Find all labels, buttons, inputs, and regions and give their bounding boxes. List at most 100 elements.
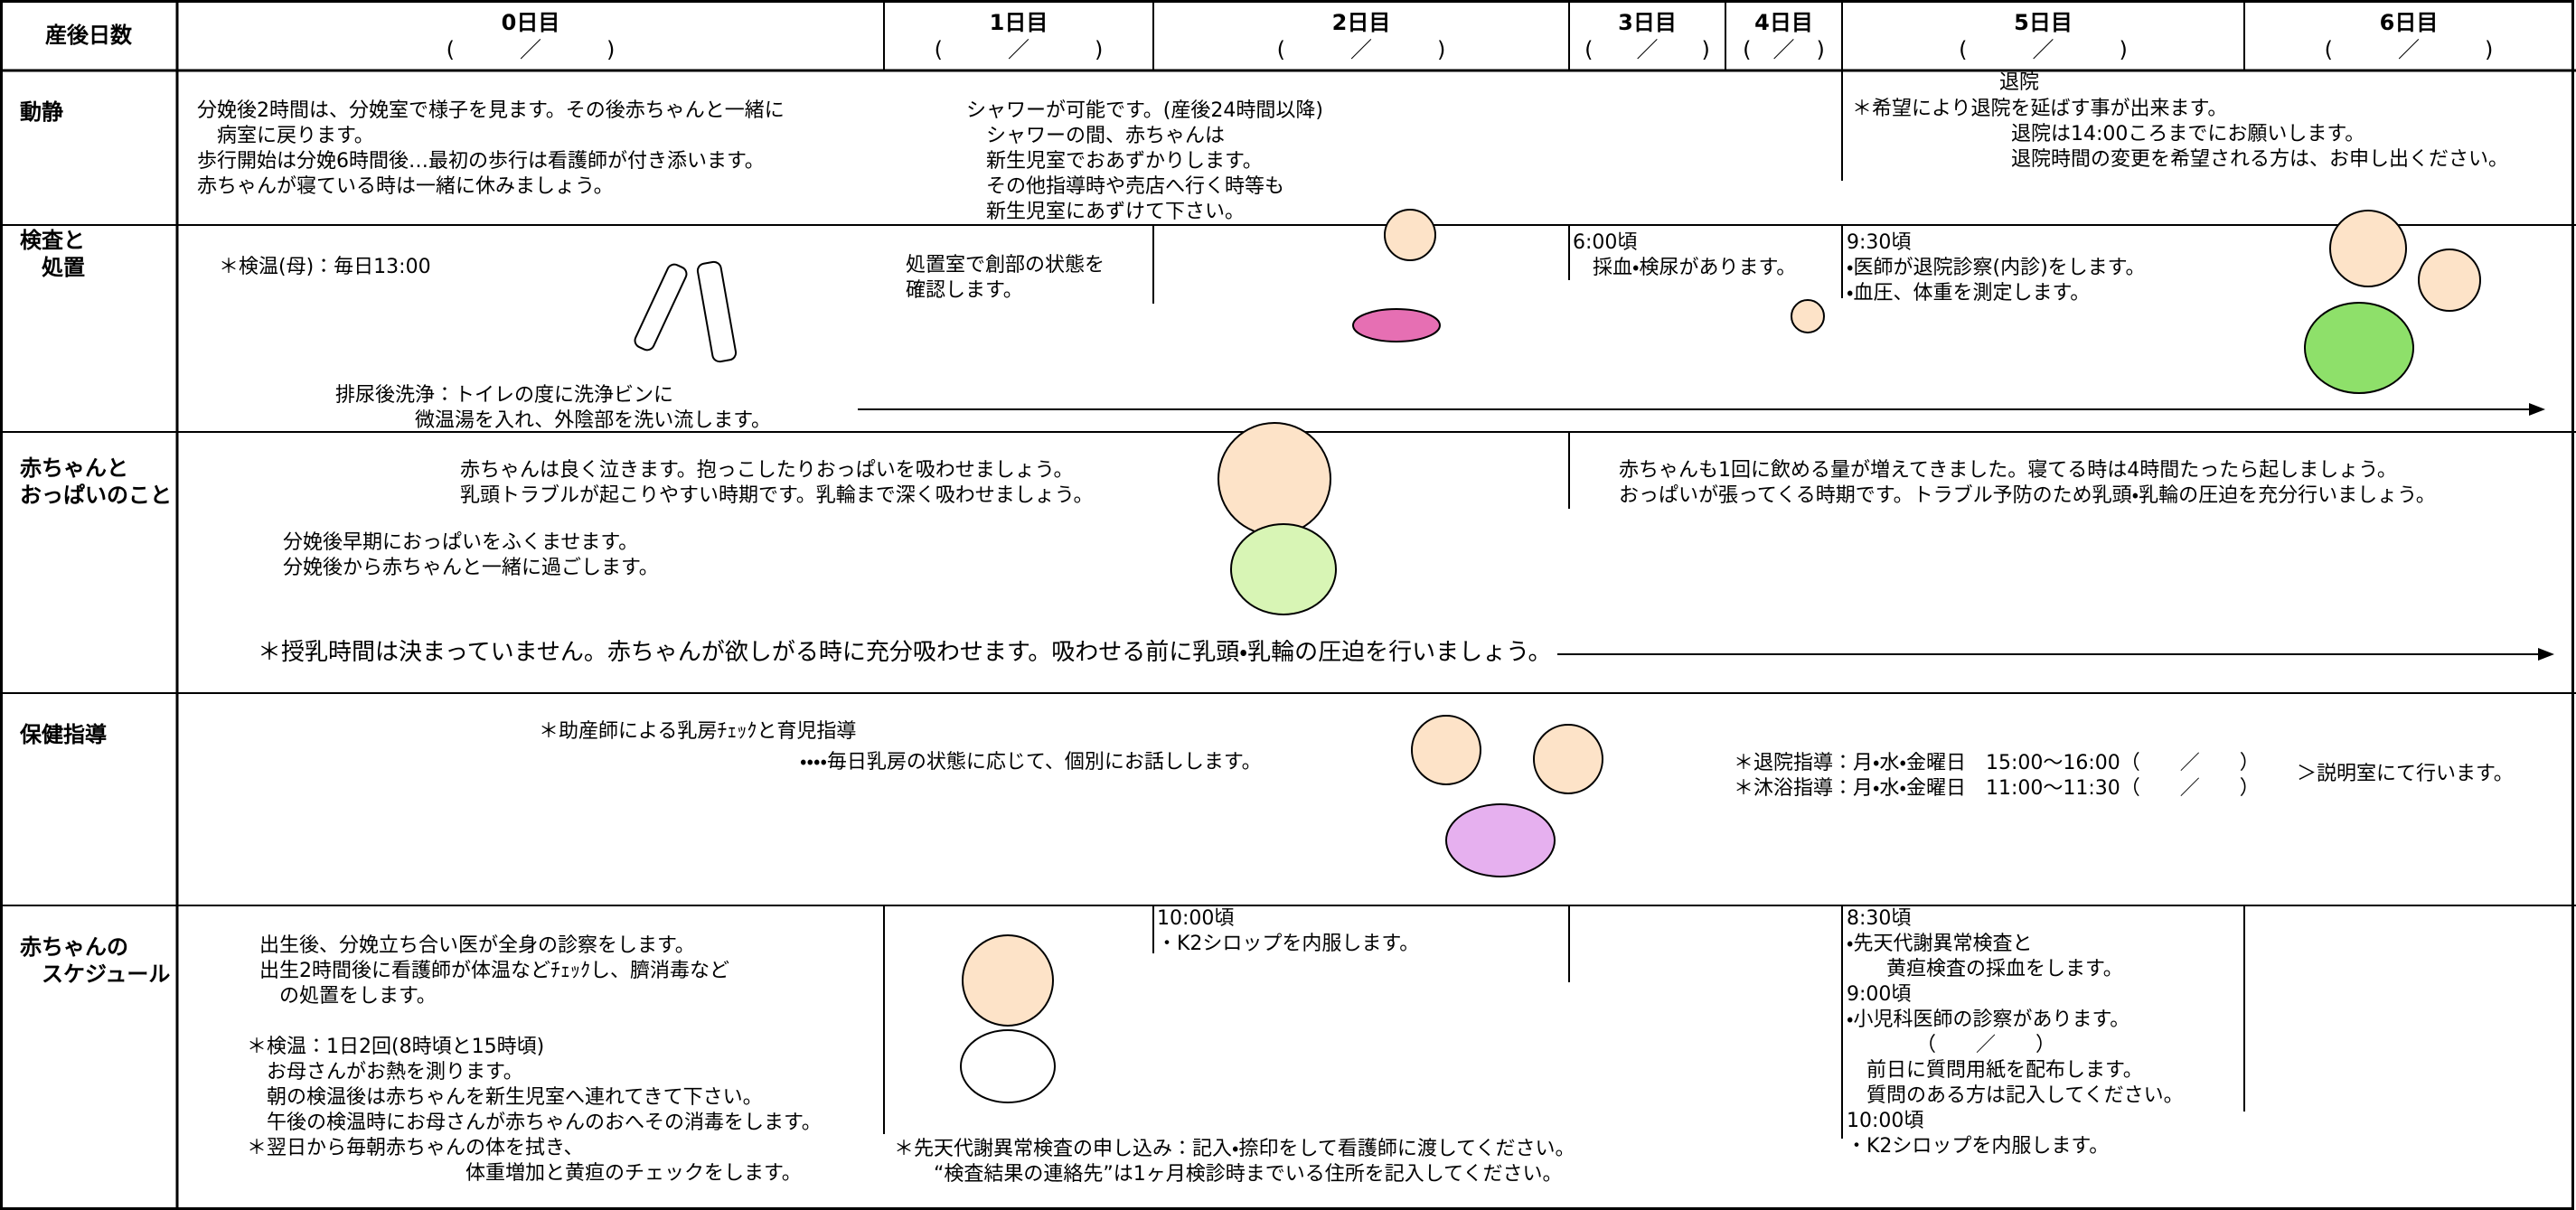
text-block: ＊希望により退院を延ばす事が出来ます。 退院は14:00ころまでにお願いします。… [1852, 97, 2508, 173]
row-label-line: 保健指導 [20, 722, 107, 747]
day-header: 0日目( ／ ) [177, 9, 884, 63]
text-line: 処置室で創部の状態を [906, 254, 1105, 277]
text-block: ＊助産師による乳房ﾁｪｯｸと育児指導 [539, 719, 856, 745]
text-block: 6:00頃 採血・検尿があります。 [1573, 230, 1796, 281]
text-line: 朝の検温後は赤ちゃんを新生児室へ連れてきて下さい。 [247, 1086, 763, 1109]
day-date: ( ／ ) [2324, 37, 2494, 62]
day-date: ( ／ ) [934, 37, 1104, 62]
text-line: ＊翌日から毎朝赤ちゃんの体を拭き、 [247, 1137, 584, 1159]
text-line: 退院 [1999, 71, 2040, 94]
text-line: シャワーの間、赤ちゃんは [966, 125, 1226, 147]
text-line: 赤ちゃんが寝ている時は一緒に休みましょう。 [197, 175, 614, 198]
text-block: 退院 [1999, 70, 2039, 96]
day-label: 0日目 [501, 10, 560, 35]
day-header: 3日目( ／ ) [1569, 9, 1725, 63]
row-label-line: 赤ちゃんの [20, 934, 128, 960]
text-line: 前日に質問用紙を配布します。 [1847, 1059, 2143, 1082]
text-line: ＊助産師による乳房ﾁｪｯｸと育児指導 [539, 720, 857, 743]
text-line: おっぱいが張ってくる時期です。トラブル予防のため乳頭・乳輪の圧迫を充分行いましょ… [1619, 484, 2436, 507]
text-block: 8:30頃・先天代謝異常検査と 黄疸検査の採血をします。 9:00頃 ・小児科医師の… [1847, 906, 2184, 1159]
day-label: 2日目 [1331, 10, 1391, 35]
text-line: の処置をします。 [259, 985, 437, 1008]
row-label-line: 動静 [20, 99, 63, 125]
row-label: 赤ちゃんの スケジュール [20, 933, 170, 988]
text-line: 分娩後2時間は、分娩室で様子を見ます。その後赤ちゃんと一緒に [197, 99, 785, 122]
text-block: 分娩後2時間は、分娩室で様子を見ます。その後赤ちゃんと一緒に 病室に戻ります。歩… [197, 98, 785, 200]
text-block: ＊検温(母)：毎日13:00 [219, 255, 431, 280]
day-date: ( ／ ) [446, 37, 616, 62]
text-line: シャワーが可能です。(産後24時間以降) [966, 99, 1323, 122]
text-line: 8:30頃 [1847, 907, 1912, 930]
text-line: ・K2シロップを内服します。 [1847, 1135, 2110, 1158]
text-line: 採血・検尿があります。 [1573, 257, 1797, 279]
day-date: ( ／ ) [1743, 37, 1825, 62]
text-line: 出生後、分娩立ち合い医が全身の診察をします。 [259, 934, 695, 957]
text-line: ＊検温(母)：毎日13:00 [219, 256, 431, 278]
text-line: 分娩後から赤ちゃんと一緒に過ごします。 [283, 557, 659, 579]
day-date: ( ／ ) [1584, 37, 1710, 62]
day-label: 3日目 [1618, 10, 1677, 35]
text-line: 乳頭トラブルが起こりやすい時期です。乳輪まで深く吸わせましょう。 [460, 484, 1094, 507]
text-line: ＊先天代謝異常検査の申し込み：記入・捺印をして看護師に渡してください。 [894, 1138, 1575, 1160]
text-line: 新生児室でおあずかりします。 [966, 150, 1263, 173]
text-line: ・・・・毎日乳房の状態に応じて、個別にお話しします。 [800, 751, 1262, 774]
day-label: 5日目 [2014, 10, 2073, 35]
text-block: ＞説明室にて行います。 [2297, 762, 2514, 787]
text-block: 赤ちゃんも1回に飲める量が増えてきました。寝てる時は4時間たったら起しましょう。… [1619, 458, 2436, 509]
text-line: ・小児科医師の診察があります。 [1847, 1008, 2130, 1031]
text-line: 9:00頃 [1847, 983, 1912, 1006]
text-block: 赤ちゃんは良く泣きます。抱っこしたりおっぱいを吸わせましょう。 乳頭トラブルが起こ… [460, 458, 1093, 509]
day-header: 6日目( ／ ) [2244, 9, 2573, 63]
text-line: 9:30頃 [1847, 231, 1912, 254]
text-block: 10:00頃 ・K2シロップを内服します。 [1157, 906, 1419, 957]
text-line: その他指導時や売店へ行く時等も [966, 175, 1285, 198]
text-block: ＊先天代謝異常検査の申し込み：記入・捺印をして看護師に渡してください。 “検査結… [894, 1137, 1575, 1187]
row-label: 赤ちゃんと おっぱいのこと [20, 455, 172, 509]
text-line: “検査結果の連絡先”は1ヶ月検診時までいる住所を記入してください。 [894, 1163, 1563, 1186]
day-date: ( ／ ) [1276, 37, 1446, 62]
row-label: 検査と 処置 [20, 227, 85, 281]
row-label-line: おっぱいのこと [20, 483, 172, 508]
text-line: 分娩後早期におっぱいをふくませます。 [283, 531, 639, 554]
day-header: 2日目( ／ ) [1153, 9, 1569, 63]
day-label: 1日目 [989, 10, 1048, 35]
text-line: 黄疸検査の採血をします。 [1847, 958, 2123, 980]
text-line: ＞説明室にて行います。 [2297, 763, 2514, 785]
text-line: 10:00頃 [1847, 1110, 1924, 1132]
text-line: ＊検温：1日2回(8時頃と15時頃) [247, 1036, 545, 1058]
text-line: 赤ちゃんは良く泣きます。抱っこしたりおっぱいを吸わせましょう。 [460, 459, 1074, 482]
day-label: 6日目 [2379, 10, 2439, 35]
text-line: （ ／ ） [1847, 1034, 2056, 1056]
day-date: ( ／ ) [1959, 37, 2128, 62]
text-line: ・K2シロップを内服します。 [1157, 933, 1420, 955]
illustration [634, 209, 2481, 1103]
text-block: 9:30頃 ・医師が退院診察(内診)をします。 ・血圧、体重を測定します。 [1847, 230, 2145, 306]
text-line: ・血圧、体重を測定します。 [1847, 282, 2091, 305]
text-block: ＊退院指導：月・水・金曜日 15:00～16:00（ ／ ） ＊沐浴指導：月・水・… [1734, 751, 2260, 802]
text-line: 歩行開始は分娩6時間後…最初の歩行は看護師が付き添います。 [197, 150, 765, 173]
text-line: 出生2時間後に看護師が体温などﾁｪｯｸし、臍消毒など [259, 960, 729, 982]
text-block: ・・・・毎日乳房の状態に応じて、個別にお話しします。 [800, 750, 1262, 775]
text-block: ＊授乳時間は決まっていません。赤ちゃんが欲しがる時に充分吸わせます。吸わせる前に… [258, 638, 1552, 667]
row-label-line: 処置 [20, 255, 85, 280]
text-line: 排尿後洗浄：トイレの度に洗浄ビンに [335, 384, 674, 407]
text-line: 病室に戻ります。 [197, 125, 374, 147]
day-header: 5日目( ／ ) [1842, 9, 2244, 63]
row-label-line: 検査と [20, 228, 85, 253]
text-block: シャワーが可能です。(産後24時間以降) シャワーの間、赤ちゃんは 新生児室でお… [966, 98, 1323, 225]
text-block: 処置室で創部の状態を 確認します。 [906, 253, 1105, 304]
text-line: 退院は14:00ころまでにお願いします。 [1852, 123, 2365, 145]
text-line: ＊退院指導：月・水・金曜日 15:00～16:00（ ／ ） [1734, 752, 2260, 774]
text-line: ＊沐浴指導：月・水・金曜日 11:00～11:30（ ／ ） [1734, 777, 2260, 800]
text-line: ・先天代謝異常検査と [1847, 933, 2033, 955]
text-block: ＊検温：1日2回(8時頃と15時頃) お母さんがお熱を測ります。 朝の検温後は赤… [247, 1035, 822, 1187]
text-block: 分娩後早期におっぱいをふくませます。 分娩後から赤ちゃんと一緒に過ごします。 [283, 530, 659, 581]
text-block: 出生後、分娩立ち合い医が全身の診察をします。出生2時間後に看護師が体温などﾁｪｯ… [259, 933, 729, 1009]
row-label-line: 赤ちゃんと [20, 455, 128, 481]
row-label: 保健指導 [20, 721, 107, 748]
text-line: 体重増加と黄疸のチェックをします。 [247, 1162, 802, 1185]
text-line: 6:00頃 [1573, 231, 1638, 254]
text-line: 新生児室にあずけて下さい。 [966, 201, 1246, 223]
day-label: 4日目 [1754, 10, 1813, 35]
